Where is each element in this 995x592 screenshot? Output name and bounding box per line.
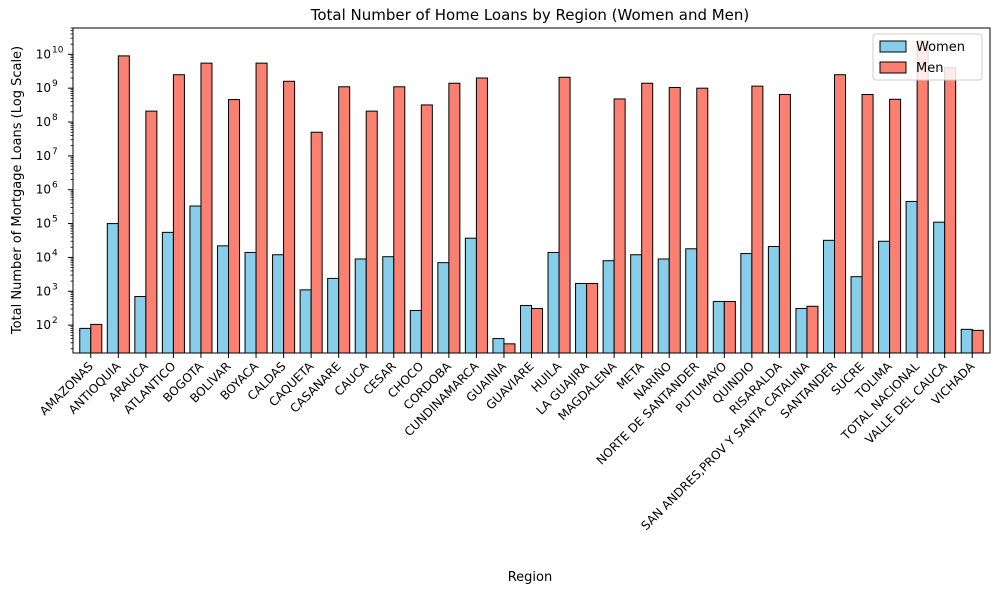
- y-tick-label: 10: [36, 217, 51, 231]
- bar-women: [575, 282, 588, 354]
- x-axis-label: Region: [508, 570, 553, 585]
- y-tick-label: 10: [36, 115, 51, 129]
- bar-women: [878, 240, 891, 354]
- bar-men: [861, 94, 874, 354]
- y-tick-exponent: 7: [52, 147, 58, 157]
- bar-men: [200, 62, 213, 354]
- bar-men: [145, 110, 158, 354]
- bar-men: [172, 74, 185, 354]
- bar-women: [767, 246, 780, 354]
- bar-men: [531, 307, 544, 354]
- bar-women: [740, 253, 753, 354]
- bar-men: [338, 86, 351, 354]
- bar-women: [161, 231, 174, 354]
- y-tick-label: 10: [36, 284, 51, 298]
- bar-men: [393, 86, 406, 354]
- bar-men: [751, 85, 764, 354]
- bar-women: [134, 296, 147, 354]
- bar-women: [547, 251, 560, 354]
- bar-women: [602, 260, 615, 354]
- bar-men: [889, 98, 902, 354]
- bar-women: [354, 258, 367, 354]
- bar-women: [299, 289, 312, 354]
- bar-women: [630, 254, 643, 354]
- y-tick-exponent: 10: [52, 45, 64, 55]
- bar-women: [850, 276, 863, 354]
- x-axis: AMAZONASANTIOQUIAARAUCAATLANTICOBOGOTABO…: [37, 353, 978, 533]
- bar-men: [668, 86, 681, 354]
- bar-men: [117, 55, 130, 354]
- bar-men: [778, 94, 791, 354]
- bar-men: [696, 87, 709, 354]
- bar-men: [806, 305, 819, 354]
- bar-women: [685, 248, 698, 354]
- y-tick-exponent: 9: [52, 79, 58, 89]
- bar-men: [916, 40, 929, 354]
- y-axis-label: Total Number of Mortgage Loans (Log Scal…: [10, 46, 25, 335]
- bar-men: [90, 323, 103, 354]
- y-tick-exponent: 2: [52, 316, 58, 326]
- legend-label-women: Women: [916, 40, 965, 55]
- y-tick-exponent: 5: [52, 215, 58, 225]
- legend-label-men: Men: [916, 61, 943, 76]
- y-tick-label: 10: [36, 47, 51, 61]
- bar-men: [613, 98, 626, 354]
- bar-women: [437, 262, 450, 354]
- bar-women: [106, 223, 119, 354]
- bar-men: [448, 82, 461, 354]
- bar-women: [960, 328, 973, 354]
- y-tick-label: 10: [36, 81, 51, 95]
- y-tick-label: 10: [36, 250, 51, 264]
- bar-women: [519, 304, 532, 354]
- y-tick-exponent: 3: [52, 282, 58, 292]
- y-tick-exponent: 4: [52, 248, 58, 258]
- bar-women: [464, 237, 477, 354]
- bar-women: [327, 277, 340, 354]
- y-tick-label: 10: [36, 149, 51, 163]
- y-tick-exponent: 6: [52, 181, 58, 191]
- bar-men: [641, 82, 654, 354]
- bar-women: [657, 258, 670, 354]
- bar-women: [933, 221, 946, 354]
- bar-men: [310, 131, 323, 354]
- chart-title: Total Number of Home Loans by Region (Wo…: [310, 6, 750, 24]
- y-tick-label: 10: [36, 318, 51, 332]
- bar-men: [586, 282, 599, 354]
- y-tick-exponent: 8: [52, 113, 58, 123]
- bar-men: [558, 76, 571, 354]
- legend: Women Men: [872, 33, 983, 81]
- bar-women: [712, 300, 725, 354]
- bar-men: [503, 343, 516, 354]
- bar-women: [189, 205, 202, 354]
- bar-women: [79, 327, 92, 354]
- legend-swatch-men: [879, 61, 907, 74]
- y-tick-label: 10: [36, 183, 51, 197]
- bar-men: [944, 67, 957, 354]
- bar-women: [382, 256, 395, 354]
- bar-men: [971, 329, 984, 354]
- bar-men: [228, 99, 241, 354]
- bar-men: [475, 77, 488, 354]
- bar-men: [283, 80, 296, 354]
- bar-men: [365, 110, 378, 354]
- bar-women: [216, 245, 229, 354]
- bar-women: [822, 239, 835, 354]
- bars-layer: [79, 40, 984, 354]
- bar-women: [409, 310, 422, 354]
- legend-swatch-women: [879, 40, 907, 53]
- bar-men: [723, 300, 736, 354]
- bar-men: [834, 74, 847, 354]
- bar-women: [272, 254, 285, 354]
- bar-men: [420, 104, 433, 354]
- bar-men: [255, 62, 268, 354]
- bar-women: [492, 338, 505, 354]
- bar-women: [795, 307, 808, 354]
- bar-women: [244, 251, 257, 354]
- bar-women: [905, 200, 918, 354]
